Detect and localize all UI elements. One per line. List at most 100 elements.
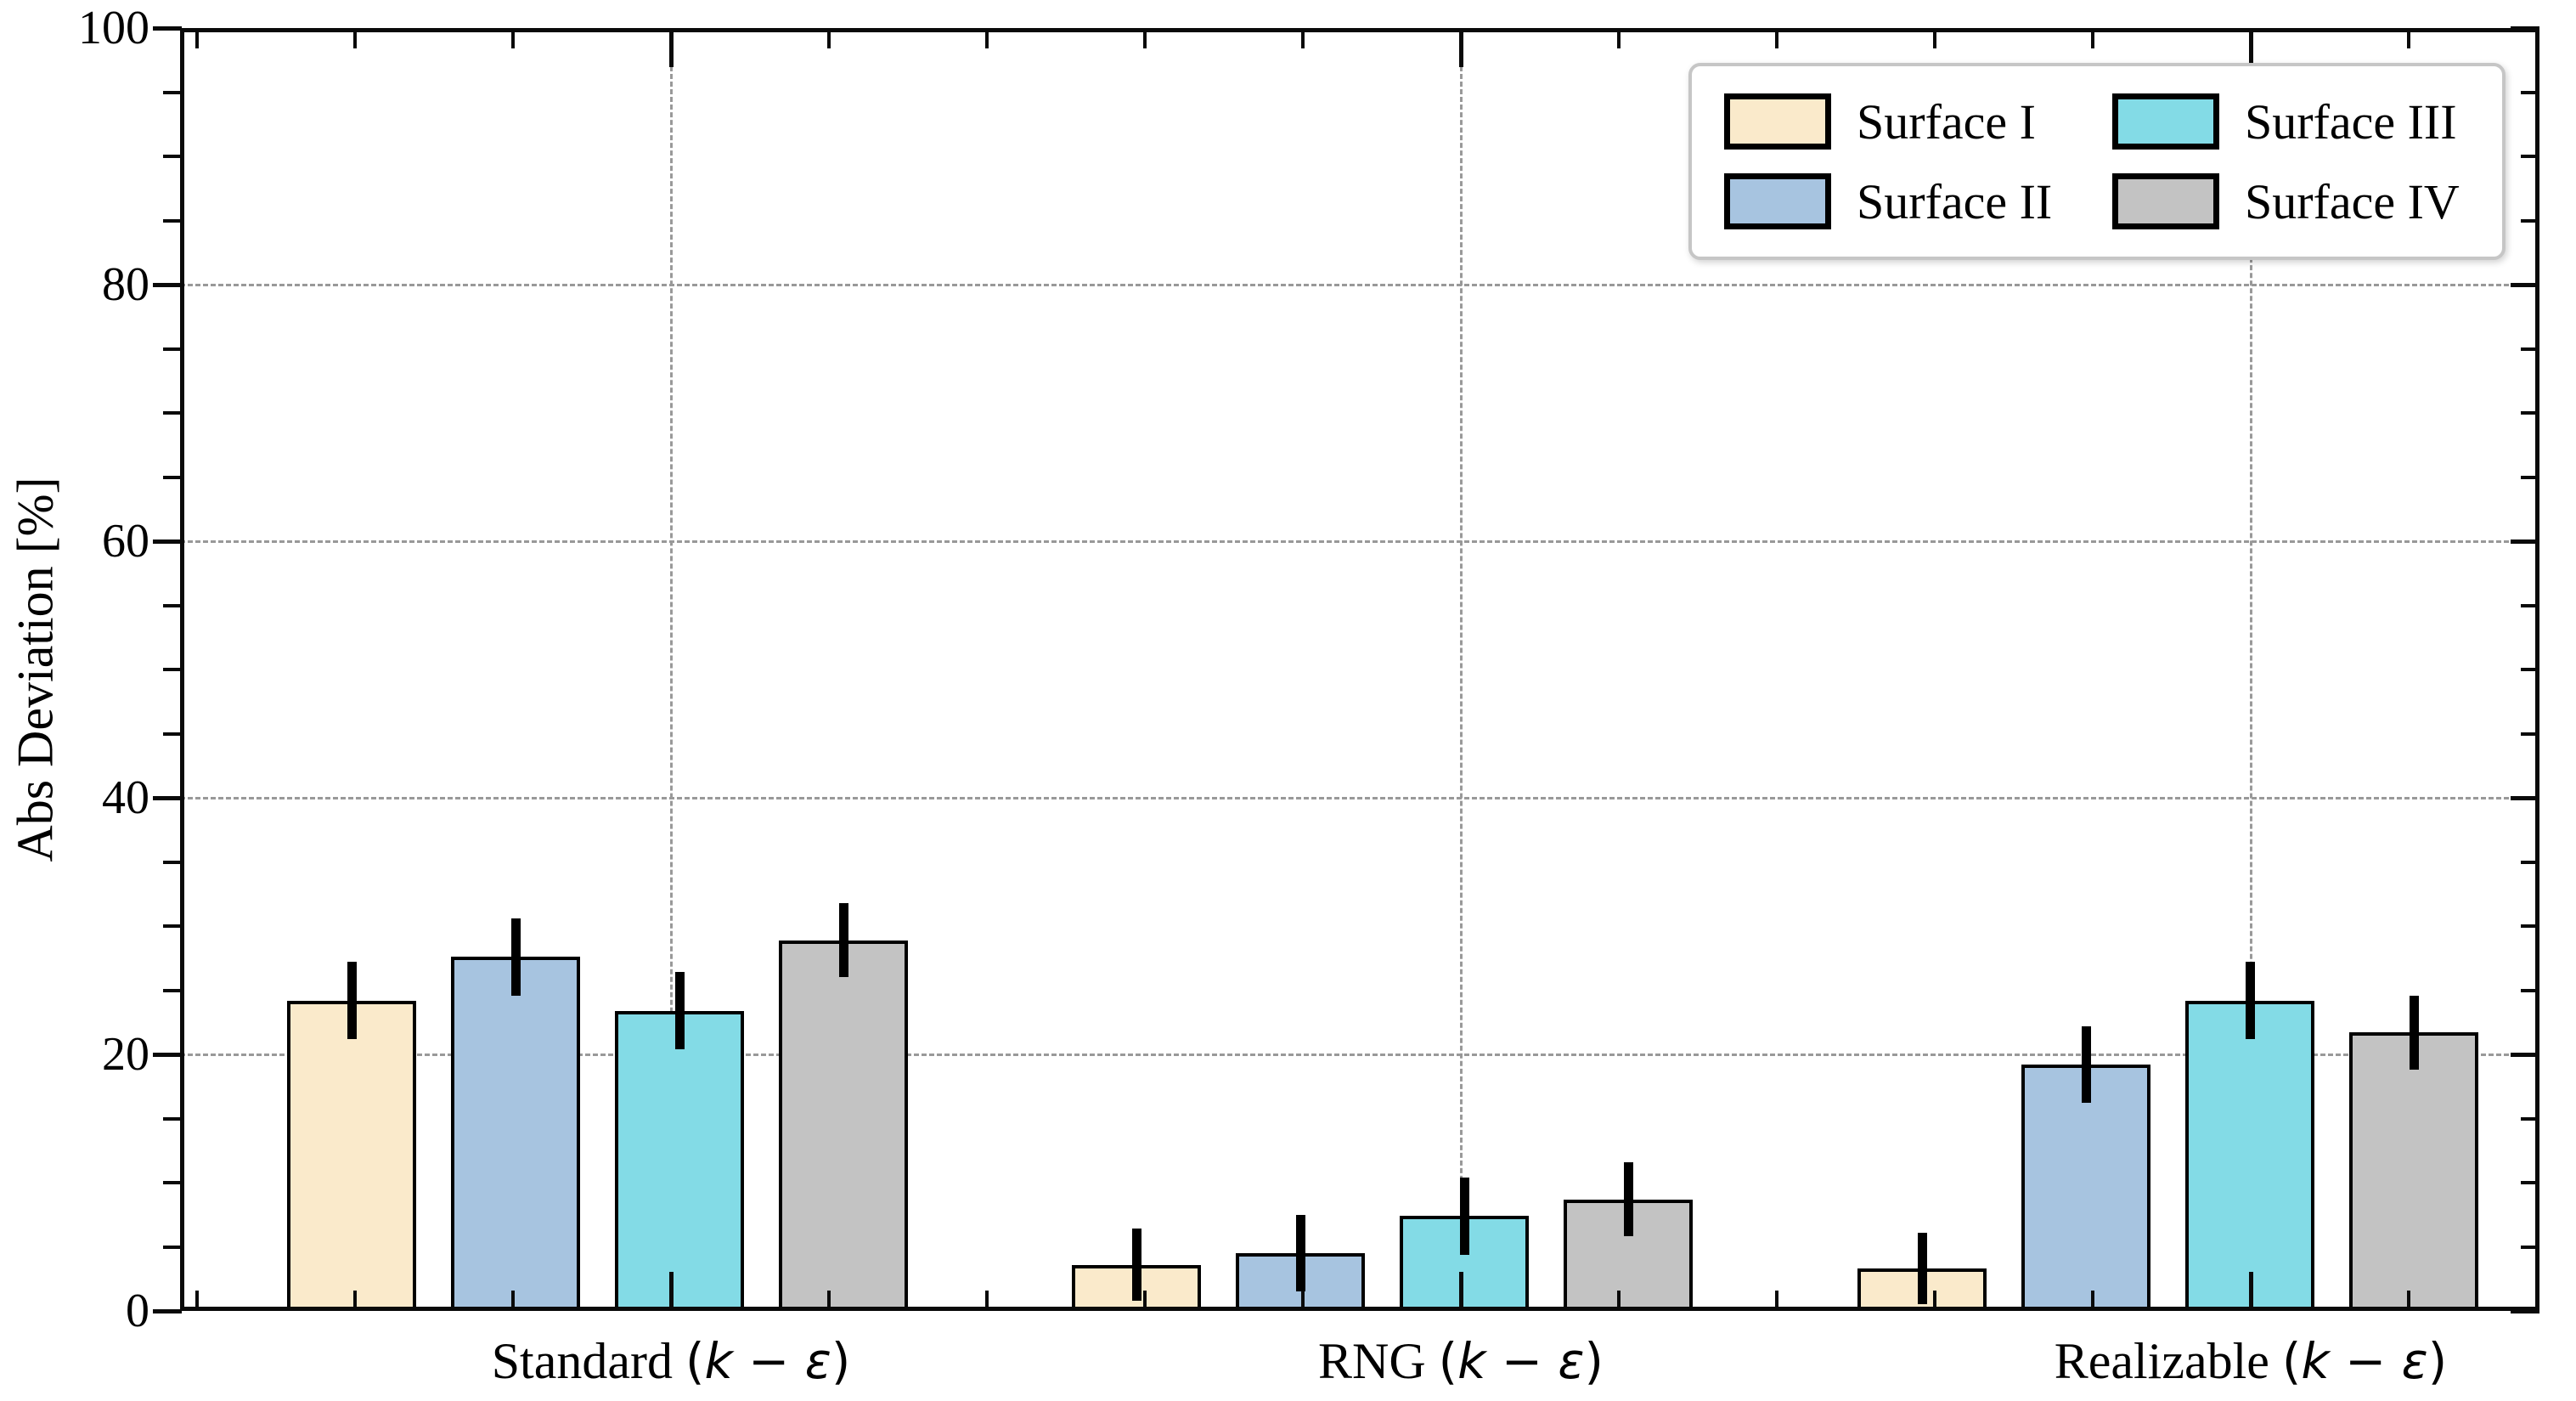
gridline-y-20 bbox=[180, 1053, 2539, 1056]
gridline-y-60 bbox=[180, 539, 2539, 543]
x-minor-tick-top-1906 bbox=[1617, 28, 1621, 48]
error-bar-surface-iii-rng bbox=[1459, 1177, 1469, 1255]
y-major-tick-left-60 bbox=[153, 539, 182, 544]
y-tick-label-0: 0 bbox=[126, 1285, 149, 1337]
error-bar-surface-iii-realizable bbox=[2245, 962, 2255, 1039]
y-major-tick-right-100 bbox=[2511, 25, 2539, 31]
x-major-tick-top-2 bbox=[2248, 28, 2253, 67]
x-minor-tick-bottom-604 bbox=[511, 1291, 515, 1311]
error-bar-surface-ii-standard bbox=[510, 918, 521, 996]
y-minor-tick-right-75 bbox=[2521, 347, 2539, 351]
x-minor-tick-top-2464 bbox=[2091, 28, 2094, 48]
y-minor-tick-right-30 bbox=[2521, 924, 2539, 928]
y-minor-tick-left-35 bbox=[163, 860, 182, 864]
y-minor-tick-right-95 bbox=[2521, 90, 2539, 94]
y-minor-tick-left-85 bbox=[163, 218, 182, 223]
legend-item-surface-iv: Surface IV bbox=[2097, 173, 2485, 230]
y-minor-tick-left-30 bbox=[163, 924, 182, 928]
bar-surface-iii-standard bbox=[615, 1010, 744, 1311]
y-major-tick-right-40 bbox=[2511, 795, 2539, 800]
legend-label-surface-i: Surface I bbox=[1857, 93, 2036, 150]
x-major-tick-bottom-0 bbox=[668, 1272, 674, 1311]
error-bar-surface-i-standard bbox=[347, 962, 357, 1039]
y-major-tick-right-60 bbox=[2511, 539, 2539, 544]
x-minor-tick-bottom-1348 bbox=[1143, 1291, 1147, 1311]
y-tick-label-20: 20 bbox=[102, 1028, 149, 1081]
y-minor-tick-left-10 bbox=[163, 1181, 182, 1184]
y-minor-tick-right-55 bbox=[2521, 603, 2539, 607]
y-major-tick-right-80 bbox=[2511, 282, 2539, 287]
x-category-label-realizable: Realizable (k − ε) bbox=[2054, 1333, 2448, 1390]
y-tick-label-60: 60 bbox=[102, 515, 149, 568]
gridline-y-80 bbox=[180, 283, 2539, 286]
y-minor-tick-right-5 bbox=[2521, 1245, 2539, 1249]
y-minor-tick-left-95 bbox=[163, 90, 182, 94]
legend-item-surface-ii: Surface II bbox=[1709, 173, 2097, 230]
error-bar-surface-ii-rng bbox=[1295, 1214, 1305, 1292]
y-major-tick-left-80 bbox=[153, 282, 182, 287]
x-major-tick-top-1 bbox=[1458, 28, 1463, 67]
x-minor-tick-top-1162 bbox=[985, 28, 989, 48]
y-minor-tick-right-70 bbox=[2521, 411, 2539, 415]
y-minor-tick-right-15 bbox=[2521, 1116, 2539, 1121]
legend-label-surface-iv: Surface IV bbox=[2245, 173, 2460, 229]
x-minor-tick-bottom-1534 bbox=[1301, 1291, 1305, 1311]
x-minor-tick-bottom-2278 bbox=[1933, 1291, 1936, 1311]
x-major-tick-bottom-2 bbox=[2248, 1272, 2253, 1311]
y-minor-tick-left-45 bbox=[163, 732, 182, 736]
y-minor-tick-right-45 bbox=[2521, 732, 2539, 736]
y-minor-tick-right-25 bbox=[2521, 988, 2539, 992]
bar-surface-iv-realizable bbox=[2349, 1032, 2478, 1311]
x-minor-tick-bottom-1162 bbox=[985, 1291, 989, 1311]
y-major-tick-right-0 bbox=[2511, 1308, 2539, 1313]
x-minor-tick-top-604 bbox=[511, 28, 515, 48]
legend: Surface I Surface II Surface III Surface IV bbox=[1688, 63, 2506, 260]
legend-label-surface-iii: Surface III bbox=[2245, 93, 2457, 150]
legend-item-surface-iii: Surface III bbox=[2097, 93, 2485, 150]
x-category-label-standard: Standard (k − ε) bbox=[491, 1333, 851, 1390]
y-major-tick-left-20 bbox=[153, 1052, 182, 1057]
legend-swatch-surface-i bbox=[1724, 93, 1831, 150]
y-minor-tick-right-50 bbox=[2521, 668, 2539, 671]
y-minor-tick-right-90 bbox=[2521, 155, 2539, 158]
x-minor-tick-top-418 bbox=[353, 28, 357, 48]
error-bar-surface-i-rng bbox=[1131, 1229, 1141, 1301]
y-tick-label-80: 80 bbox=[102, 258, 149, 311]
y-minor-tick-left-15 bbox=[163, 1116, 182, 1121]
y-major-tick-left-0 bbox=[153, 1308, 182, 1313]
error-bar-surface-iv-standard bbox=[838, 902, 848, 978]
legend-swatch-surface-iii bbox=[2112, 93, 2219, 150]
y-minor-tick-left-5 bbox=[163, 1245, 182, 1249]
legend-label-surface-ii: Surface II bbox=[1857, 173, 2053, 229]
y-minor-tick-left-75 bbox=[163, 347, 182, 351]
x-minor-tick-top-1534 bbox=[1301, 28, 1305, 48]
x-minor-tick-bottom-2092 bbox=[1775, 1291, 1778, 1311]
x-minor-tick-top-232 bbox=[195, 28, 199, 48]
y-minor-tick-right-85 bbox=[2521, 218, 2539, 223]
x-minor-tick-top-976 bbox=[827, 28, 831, 48]
legend-swatch-surface-ii bbox=[1724, 173, 1831, 229]
bar-surface-iii-realizable bbox=[2185, 1000, 2314, 1311]
gridline-x-category-0 bbox=[669, 28, 673, 1311]
legend-item-surface-i: Surface I bbox=[1709, 93, 2097, 150]
x-minor-tick-top-2092 bbox=[1775, 28, 1778, 48]
bar-surface-ii-realizable bbox=[2021, 1065, 2150, 1311]
x-minor-tick-bottom-976 bbox=[827, 1291, 831, 1311]
y-minor-tick-left-55 bbox=[163, 603, 182, 607]
gridline-x-category-2 bbox=[2249, 28, 2252, 1311]
x-minor-tick-top-1348 bbox=[1143, 28, 1147, 48]
bar-surface-i-standard bbox=[287, 1000, 416, 1311]
y-major-tick-right-20 bbox=[2511, 1052, 2539, 1057]
error-bar-surface-iv-realizable bbox=[2409, 995, 2419, 1071]
bar-surface-ii-standard bbox=[451, 957, 580, 1311]
error-bar-surface-i-realizable bbox=[1917, 1232, 1927, 1305]
x-minor-tick-bottom-1906 bbox=[1617, 1291, 1621, 1311]
x-minor-tick-bottom-2836 bbox=[2407, 1291, 2410, 1311]
y-minor-tick-right-10 bbox=[2521, 1181, 2539, 1184]
y-minor-tick-left-25 bbox=[163, 988, 182, 992]
y-minor-tick-right-35 bbox=[2521, 860, 2539, 864]
y-minor-tick-left-90 bbox=[163, 155, 182, 158]
error-bar-surface-ii-realizable bbox=[2081, 1025, 2091, 1104]
y-minor-tick-right-65 bbox=[2521, 475, 2539, 479]
x-minor-tick-bottom-418 bbox=[353, 1291, 357, 1311]
